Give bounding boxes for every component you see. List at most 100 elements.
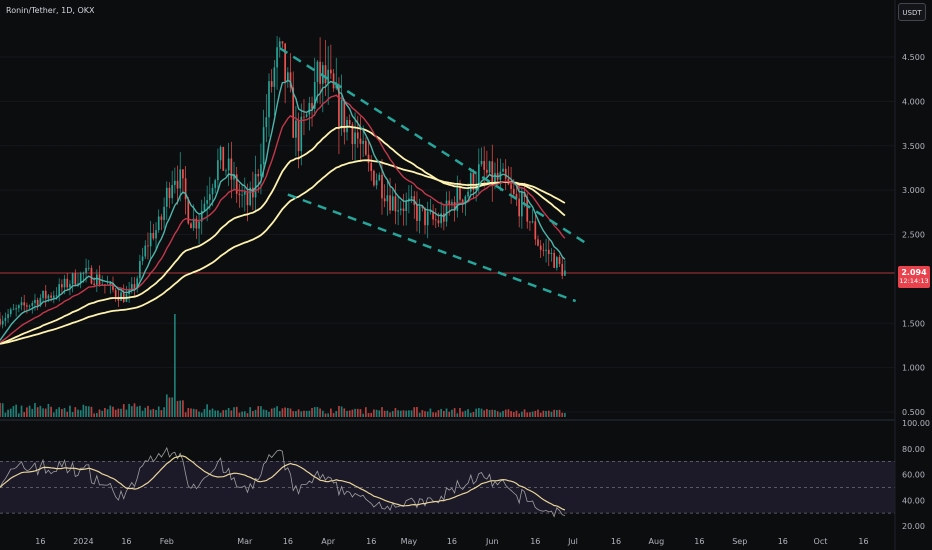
time-tick-label: Oct (814, 537, 828, 546)
candle-body (260, 164, 262, 177)
candle-body (79, 273, 82, 284)
candle-body (405, 200, 408, 212)
volume-bar (106, 409, 109, 417)
volume-bar (93, 413, 95, 417)
volume-bar (480, 408, 483, 417)
volume-bar (77, 409, 79, 417)
time-tick-label: 16 (611, 537, 621, 546)
volume-bar (523, 409, 526, 417)
candle-body (9, 309, 12, 315)
candle-body (15, 308, 17, 310)
candle-body (182, 169, 184, 179)
volume-bar (85, 405, 87, 417)
volume-bar (537, 409, 539, 417)
volume-bar (389, 412, 391, 417)
volume-bar (410, 410, 413, 417)
price-tick-label: 4.000 (902, 97, 925, 106)
volume-bar (155, 409, 157, 417)
time-tick-label: 16 (858, 537, 868, 546)
candle-body (518, 198, 521, 217)
candle-body (467, 191, 469, 197)
candle-body (510, 184, 512, 189)
candle-body (203, 203, 206, 211)
volume-bar (459, 407, 461, 417)
volume-bar (225, 409, 227, 417)
candle-body (289, 72, 292, 88)
candle-body (71, 273, 74, 285)
time-axis[interactable]: 16 2024 16 Feb Mar 16 Apr 16 May 16 Jun 16 Jul 16 Aug 1… (35, 537, 868, 546)
volume-bar (561, 412, 564, 417)
volume-bar (324, 413, 327, 417)
volume-bar (515, 410, 518, 417)
volume-bar (545, 410, 547, 417)
volume-bar (394, 408, 397, 417)
candle-body (281, 41, 284, 44)
volume-bar (424, 411, 426, 417)
volume-bar (198, 411, 200, 417)
volume-bar (338, 405, 340, 417)
candle-body (284, 43, 286, 82)
volume-bar (491, 409, 494, 417)
candle-body (262, 127, 265, 165)
candle-body (74, 273, 77, 285)
volume-bar (174, 314, 176, 417)
price-axis[interactable]: 4.500 4.000 3.500 3.000 2.500 1.500 1.000 0.500… (902, 53, 930, 531)
candle-body (225, 170, 227, 172)
currency-button[interactable]: USDT (898, 3, 926, 21)
volume-bar (195, 409, 198, 417)
time-tick-label: 16 (35, 537, 45, 546)
volume-bar (63, 408, 66, 417)
volume-bar (542, 410, 545, 417)
volume-bar (402, 410, 405, 417)
volume-bar (133, 403, 136, 417)
volume-bar (448, 411, 451, 417)
volume-bar (284, 407, 286, 417)
volume-bar (157, 406, 160, 417)
symbol-title: Ronin/Tether, 1D, OKX (6, 6, 95, 15)
price-tick-label: 2.500 (902, 231, 925, 240)
volume-bars (0, 314, 566, 417)
candle-body (338, 84, 340, 129)
candle-body (558, 257, 561, 264)
candle-body (31, 303, 34, 306)
price-tick-label: 3.000 (902, 186, 925, 195)
volume-bar (518, 413, 521, 417)
candle-body (316, 61, 319, 83)
candle-body (133, 284, 136, 289)
candle-body (359, 138, 362, 144)
candle-body (249, 187, 252, 206)
volume-bar (219, 412, 222, 417)
volume-bar (348, 410, 351, 417)
candle-body (456, 186, 459, 211)
volume-bar (451, 409, 453, 417)
volume-bar (359, 409, 362, 417)
volume-bar (241, 411, 243, 417)
volume-bar (375, 409, 378, 417)
volume-bar (235, 406, 238, 417)
candle-body (152, 232, 155, 239)
candle-body (553, 253, 555, 268)
candle-body (268, 81, 270, 118)
candle-body (187, 199, 190, 224)
candle-body (23, 302, 26, 306)
rsi-band (0, 461, 895, 513)
candle-body (534, 221, 537, 240)
volume-bar (246, 413, 249, 417)
volume-bar (367, 413, 370, 417)
candle-body (246, 191, 249, 206)
candle-body (308, 103, 311, 115)
volume-bar (483, 410, 486, 417)
candle-body (459, 186, 461, 200)
candle-body (47, 295, 50, 299)
volume-bar (120, 408, 122, 417)
candle-body (34, 300, 36, 304)
volume-bar (507, 409, 510, 417)
volume-bar (443, 410, 445, 417)
candle-body (416, 204, 418, 221)
candle-body (238, 193, 241, 195)
volume-bar (39, 405, 42, 417)
volume-bar (332, 413, 335, 417)
ma-longest-line (0, 159, 566, 345)
candle-body (521, 192, 523, 217)
